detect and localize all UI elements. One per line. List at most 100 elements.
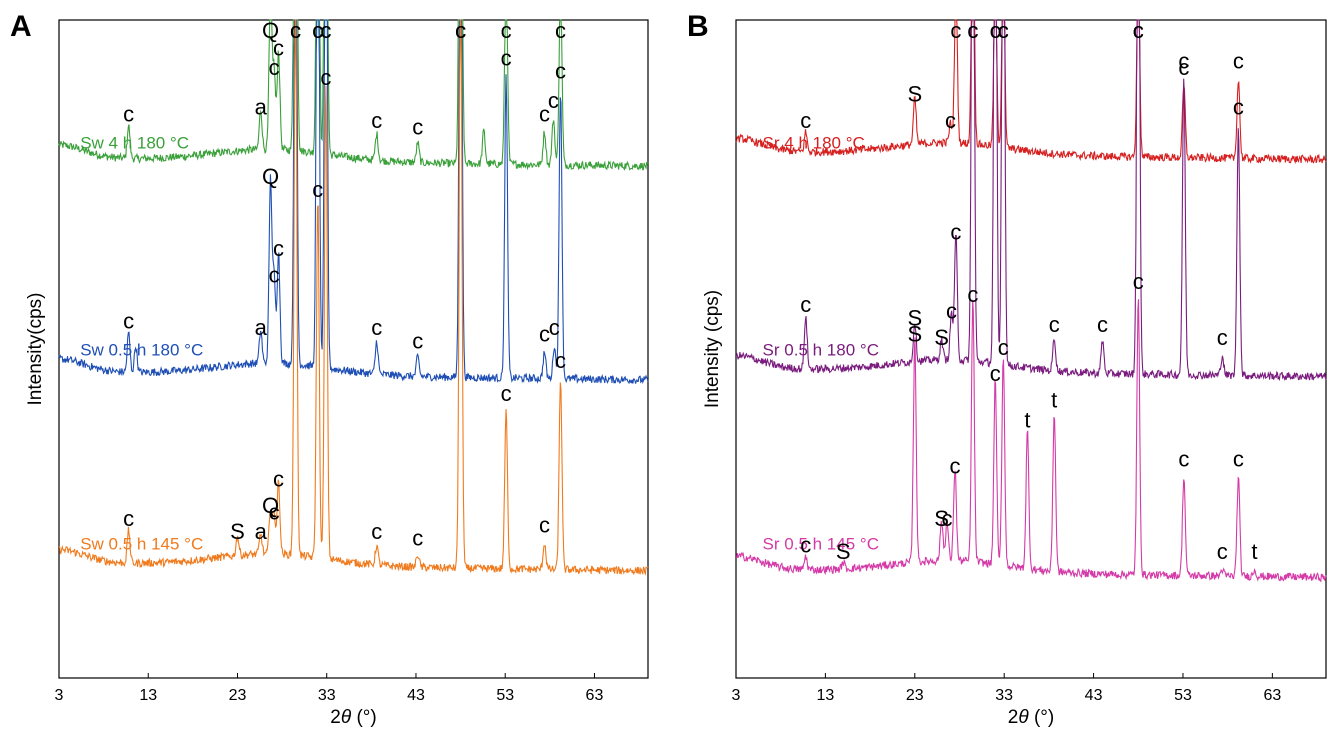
peak-label: c (967, 18, 978, 43)
peak-label: c (455, 18, 466, 43)
peak-label: c (1233, 95, 1244, 120)
peak-label: c (501, 45, 512, 70)
peak-label: a (255, 95, 268, 120)
peak-label: c (967, 282, 978, 307)
peak-label: c (273, 466, 284, 491)
peak-label: S (907, 305, 922, 330)
peak-label: c (990, 18, 1001, 43)
panel-letter: A (10, 10, 32, 43)
peak-label: c (998, 18, 1009, 43)
x-tick-label: 53 (1174, 687, 1192, 704)
peak-label: S (907, 82, 922, 107)
x-tick-label: 3 (732, 687, 741, 704)
x-axis-title: 2θ (°) (330, 707, 376, 728)
peak-label: c (998, 18, 1009, 43)
peak-label: c (548, 88, 559, 113)
peak-label: c (269, 262, 280, 287)
peak-label: c (946, 299, 957, 324)
peak-label: c (312, 18, 323, 43)
peak-label: c (273, 236, 284, 261)
peak-label: c (320, 18, 331, 43)
peak-label: c (371, 108, 382, 133)
peak-label: c (998, 335, 1009, 360)
peak-label: c (967, 18, 978, 43)
peak-label: c (1233, 447, 1244, 472)
x-axis-title-theta: θ (341, 707, 352, 728)
peak-label: c (123, 101, 134, 126)
peak-label: Q (262, 493, 279, 518)
peak-label: c (950, 18, 961, 43)
peak-label: c (800, 532, 811, 557)
peak-label: t (1024, 407, 1030, 432)
peak-label: c (941, 506, 952, 531)
x-tick-label: 13 (816, 687, 834, 704)
diffraction-trace (58, 19, 649, 385)
peak-label: c (501, 18, 512, 43)
series-label: Sw 0.5 h 145 °C (80, 535, 203, 554)
plot-frame (58, 19, 649, 679)
x-tick-label: 63 (586, 687, 604, 704)
x-tick-label: 43 (1085, 687, 1103, 704)
diffraction-trace (735, 19, 1327, 165)
peak-label: c (320, 65, 331, 90)
peak-label: c (1217, 325, 1228, 350)
peak-label: c (950, 453, 961, 478)
peak-label: c (1178, 447, 1189, 472)
peak-label: c (539, 322, 550, 347)
peak-label: c (990, 361, 1001, 386)
peak-label: c (371, 315, 382, 340)
peak-label: c (1049, 312, 1060, 337)
peak-label: c (549, 315, 560, 340)
peak-label: c (800, 292, 811, 317)
peak-label: c (1133, 18, 1144, 43)
x-tick-label: 33 (318, 687, 336, 704)
panel-A: A 3 13 23 33 43 53 63 2θ (°) Intensity(cps) Sw 4 h… (10, 10, 649, 728)
diffraction-trace (735, 299, 1327, 583)
peak-label: c (1178, 49, 1189, 74)
peak-label: c (412, 526, 423, 551)
peak-label: c (371, 519, 382, 544)
x-tick-label: 23 (906, 687, 924, 704)
peak-label: c (555, 18, 566, 43)
peak-label: c (1133, 18, 1144, 43)
series-label: Sr 0.5 h 180 °C (763, 341, 879, 360)
x-axis-title-prefix: 2 (330, 707, 341, 728)
x-tick-label: 63 (1263, 687, 1281, 704)
y-axis-title: Intensity (cps) (702, 290, 723, 408)
peak-label: c (123, 506, 134, 531)
peak-label: c (412, 114, 423, 139)
x-axis-title-prefix: 2 (1008, 707, 1019, 728)
peak-label: c (945, 108, 956, 133)
x-axis-title-suffix: (°) (1029, 707, 1055, 728)
peak-label: c (412, 328, 423, 353)
x-tick-label: 23 (229, 687, 247, 704)
peak-label: S (836, 539, 851, 564)
peak-label: S (230, 519, 245, 544)
peak-label: c (123, 309, 134, 334)
x-tick-label: 33 (995, 687, 1013, 704)
peak-label: c (1217, 539, 1228, 564)
peak-label: Q (262, 164, 279, 189)
y-axis-title: Intensity(cps) (25, 293, 46, 406)
peak-label: a (255, 315, 268, 340)
series-label: Sr 0.5 h 145 °C (763, 535, 879, 554)
peak-label: S (934, 325, 949, 350)
peak-label: c (273, 35, 284, 60)
x-axis-title-suffix: (°) (351, 707, 377, 728)
series-label: Sw 0.5 h 180 °C (80, 341, 203, 360)
x-axis-title-theta: θ (1018, 707, 1029, 728)
peak-label: c (539, 513, 550, 538)
panel-letter: B (687, 10, 709, 43)
x-axis-title: 2θ (°) (1008, 707, 1054, 728)
peak-label: c (290, 18, 301, 43)
peak-label: c (539, 101, 550, 126)
x-tick-label: 43 (407, 687, 425, 704)
peak-label: c (555, 59, 566, 84)
peak-label: c (269, 55, 280, 80)
panel-B: B 3 13 23 33 43 53 63 2θ (°) Intensity (cps) Sr 4 … (687, 10, 1327, 728)
x-tick-label: 13 (139, 687, 157, 704)
peak-label: S (907, 322, 922, 347)
